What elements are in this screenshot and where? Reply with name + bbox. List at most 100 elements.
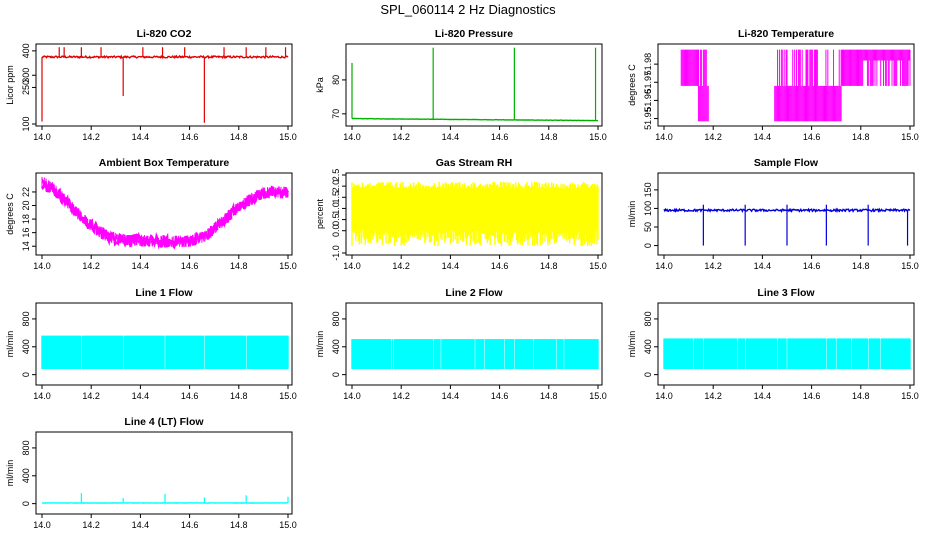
x-tick-label: 14.8 (230, 391, 248, 401)
panel-title: Gas Stream RH (436, 157, 512, 169)
y-tick-label: 0.5 (331, 213, 341, 226)
panel-title: Line 3 Flow (757, 287, 815, 299)
x-tick-label: 14.4 (132, 261, 150, 271)
plot-frame (345, 302, 603, 386)
x-tick-label: 14.2 (704, 261, 722, 271)
y-tick-label: 150 (643, 182, 653, 197)
y-tick-label: 14 (21, 241, 31, 251)
x-tick-label: 15.0 (279, 261, 297, 271)
x-tick-label: 14.2 (392, 261, 410, 271)
x-tick-label: 14.6 (181, 520, 199, 530)
y-tick-label: 0.0 (331, 224, 341, 237)
y-tick-label: 51.98 (643, 53, 653, 76)
x-tick-label: 14.0 (343, 261, 361, 271)
y-tick-label: 0 (21, 501, 31, 506)
panel-grid: Li-820 CO2 14.0 14.2 14.4 14.6 14.8 15.0 100 250… (5, 28, 919, 530)
x-tick-label: 14.8 (230, 520, 248, 530)
y-tick-label: 51.97 (643, 71, 653, 94)
series-ambient-box-temperature (40, 176, 289, 250)
plot-frame (35, 431, 293, 515)
y-tick-label: 400 (21, 43, 31, 58)
panel-title: Line 2 Flow (445, 287, 503, 299)
series-line (41, 54, 289, 60)
panel-sample-flow: Sample Flow 14.0 14.2 14.4 14.6 14.8 15.0 0 50 10… (627, 157, 919, 271)
plot-frame (345, 172, 603, 256)
x-tick-label: 14.4 (442, 261, 460, 271)
x-tick-label: 14.8 (540, 132, 558, 142)
y-tick-label: 22 (21, 187, 31, 197)
y-tick-label: 800 (643, 311, 653, 326)
y-axis-label: percent (315, 198, 325, 229)
x-tick-label: 14.6 (181, 261, 199, 271)
x-tick-label: 14.2 (704, 132, 722, 142)
y-tick-label: 50 (643, 222, 653, 232)
y-tick-label: 51.95 (643, 107, 653, 130)
panel-title: Ambient Box Temperature (99, 157, 230, 169)
x-tick-label: 15.0 (901, 391, 919, 401)
y-axis-label: degrees C (5, 193, 15, 235)
x-tick-label: 14.6 (803, 132, 821, 142)
x-tick-label: 14.0 (655, 132, 673, 142)
y-tick-label: 51.96 (643, 89, 653, 112)
x-tick-label: 14.0 (33, 520, 51, 530)
x-tick-label: 14.6 (803, 261, 821, 271)
plot-frame (657, 172, 915, 256)
y-axis-label: ml/min (627, 331, 637, 358)
panel-li-820-pressure: Li-820 Pressure 14.0 14.2 14.4 14.6 14.8 15.0 7… (315, 28, 607, 142)
y-axis-label: ml/min (5, 331, 15, 358)
x-tick-label: 14.8 (852, 261, 870, 271)
panel-title: Li-820 Pressure (435, 28, 513, 40)
x-tick-label: 14.0 (33, 391, 51, 401)
x-tick-label: 14.0 (655, 391, 673, 401)
y-tick-label: 80 (331, 75, 341, 85)
x-tick-label: 15.0 (279, 132, 297, 142)
panel-title: Line 4 (LT) Flow (124, 416, 204, 428)
x-tick-label: 14.0 (33, 261, 51, 271)
plot-frame (657, 302, 915, 386)
x-tick-label: 15.0 (589, 391, 607, 401)
x-tick-label: 14.2 (82, 391, 100, 401)
y-tick-label: 100 (21, 116, 31, 131)
y-tick-label: 400 (21, 468, 31, 483)
panel-gas-stream-rh: Gas Stream RH 14.0 14.2 14.4 14.6 14.8 15.0 -1.… (315, 157, 607, 271)
x-tick-label: 14.8 (230, 132, 248, 142)
y-tick-label: 2.5 (331, 169, 341, 182)
panel-title: Li-820 CO2 (137, 28, 192, 40)
panel-title: Line 1 Flow (135, 287, 193, 299)
panel-ambient-box-temperature: Ambient Box Temperature 14.0 14.2 14.4 14.6 1… (5, 157, 297, 271)
x-tick-label: 14.2 (392, 132, 410, 142)
page-title: SPL_060114 2 Hz Diagnostics (380, 2, 556, 17)
series-line-1-flow (41, 335, 289, 370)
x-tick-label: 14.2 (82, 261, 100, 271)
x-tick-label: 14.8 (540, 261, 558, 271)
x-tick-label: 14.8 (852, 132, 870, 142)
x-tick-label: 14.4 (754, 261, 772, 271)
x-tick-label: 15.0 (589, 261, 607, 271)
x-tick-label: 14.0 (655, 261, 673, 271)
y-tick-label: 400 (643, 339, 653, 354)
plot-frame (35, 172, 293, 256)
panel-li-820-co2: Li-820 CO2 14.0 14.2 14.4 14.6 14.8 15.0 100 250… (5, 28, 297, 142)
y-tick-label: 300 (21, 68, 31, 83)
y-tick-label: 800 (21, 440, 31, 455)
x-tick-label: 15.0 (279, 520, 297, 530)
y-axis-label: Licor ppm (5, 65, 15, 105)
series-li-820-pressure (351, 47, 599, 122)
x-tick-label: 14.2 (82, 520, 100, 530)
y-axis-label: degrees C (627, 64, 637, 106)
plot-frame (345, 43, 603, 127)
x-tick-label: 14.6 (491, 132, 509, 142)
x-tick-label: 14.4 (132, 520, 150, 530)
y-axis-label: ml/min (315, 331, 325, 358)
x-tick-label: 14.4 (132, 391, 150, 401)
panel-line-3-flow: Line 3 Flow 14.0 14.2 14.4 14.6 14.8 15.0 0 400 8… (627, 287, 919, 401)
series-line-2-flow (351, 339, 599, 370)
x-tick-label: 15.0 (901, 261, 919, 271)
plot-frame (35, 43, 293, 127)
x-tick-label: 14.8 (852, 391, 870, 401)
panel-line-4-lt-flow: Line 4 (LT) Flow 14.0 14.2 14.4 14.6 14.8 15.0… (5, 416, 297, 530)
x-tick-label: 14.4 (132, 132, 150, 142)
panel-line-2-flow: Line 2 Flow 14.0 14.2 14.4 14.6 14.8 15.0 0 400 8… (315, 287, 607, 401)
y-tick-label: 20 (21, 201, 31, 211)
y-tick-label: 1.0 (331, 202, 341, 215)
